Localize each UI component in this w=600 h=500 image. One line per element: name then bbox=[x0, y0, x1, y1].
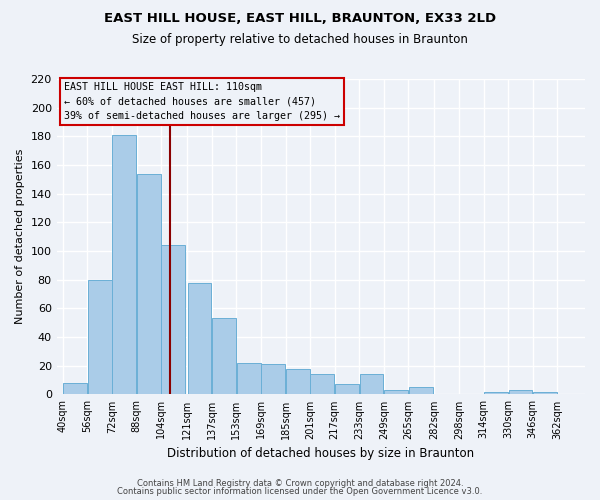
Bar bbox=[137, 174, 161, 394]
Text: EAST HILL HOUSE EAST HILL: 110sqm
← 60% of detached houses are smaller (457)
39%: EAST HILL HOUSE EAST HILL: 110sqm ← 60% … bbox=[64, 82, 340, 122]
Bar bbox=[509, 390, 532, 394]
Text: Contains HM Land Registry data © Crown copyright and database right 2024.: Contains HM Land Registry data © Crown c… bbox=[137, 478, 463, 488]
Text: Contains public sector information licensed under the Open Government Licence v3: Contains public sector information licen… bbox=[118, 487, 482, 496]
Bar bbox=[262, 364, 285, 394]
Bar bbox=[237, 363, 260, 394]
Bar bbox=[409, 388, 433, 394]
Bar bbox=[286, 368, 310, 394]
Bar bbox=[484, 392, 508, 394]
Bar bbox=[310, 374, 334, 394]
Bar bbox=[188, 282, 211, 395]
Bar bbox=[212, 318, 236, 394]
Bar bbox=[533, 392, 557, 394]
Bar bbox=[335, 384, 359, 394]
Bar bbox=[63, 383, 87, 394]
Text: Size of property relative to detached houses in Braunton: Size of property relative to detached ho… bbox=[132, 32, 468, 46]
X-axis label: Distribution of detached houses by size in Braunton: Distribution of detached houses by size … bbox=[167, 447, 475, 460]
Bar bbox=[161, 246, 185, 394]
Bar bbox=[88, 280, 112, 394]
Bar bbox=[384, 390, 408, 394]
Y-axis label: Number of detached properties: Number of detached properties bbox=[15, 149, 25, 324]
Text: EAST HILL HOUSE, EAST HILL, BRAUNTON, EX33 2LD: EAST HILL HOUSE, EAST HILL, BRAUNTON, EX… bbox=[104, 12, 496, 26]
Bar bbox=[112, 135, 136, 394]
Bar bbox=[359, 374, 383, 394]
